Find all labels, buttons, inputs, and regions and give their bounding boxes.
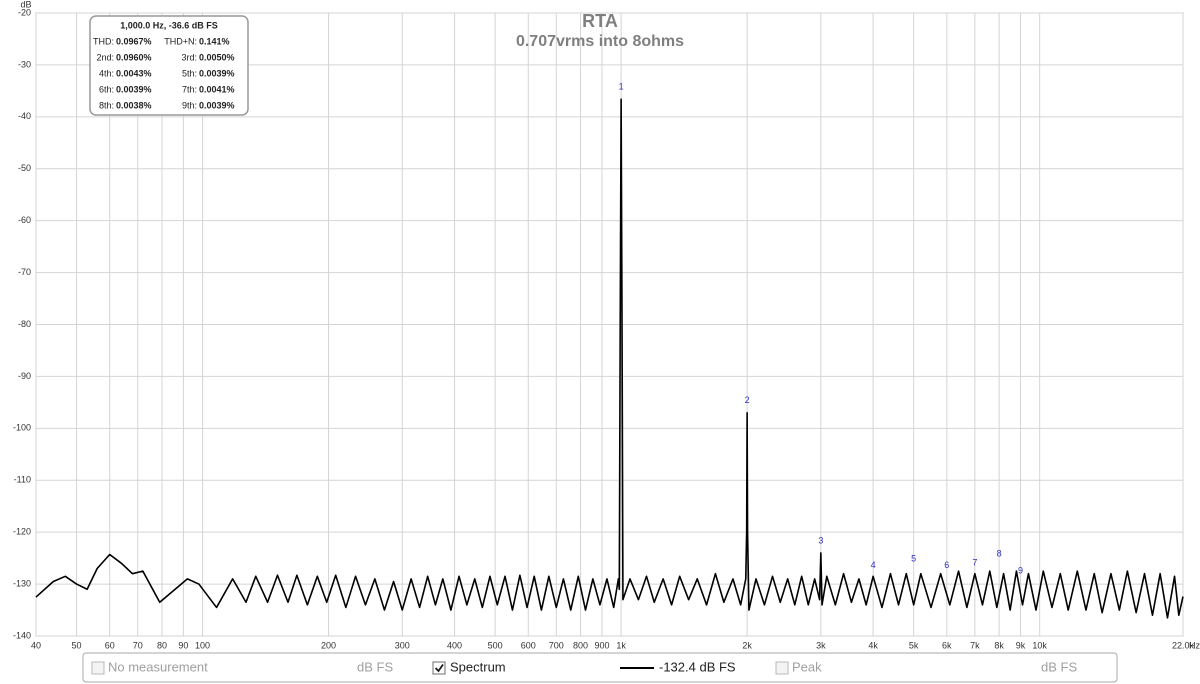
x-tick-label: 800 — [573, 640, 588, 650]
y-tick-label: -60 — [18, 215, 31, 225]
y-tick-label: -100 — [13, 423, 31, 433]
control-unit: dB FS — [1041, 659, 1077, 674]
y-tick-label: -90 — [18, 371, 31, 381]
stat-value: 0.141% — [199, 36, 230, 46]
y-tick-label: -50 — [18, 163, 31, 173]
x-tick-label: 300 — [395, 640, 410, 650]
stat-label: 6th: — [99, 84, 114, 94]
y-tick-label: -120 — [13, 527, 31, 537]
checkbox[interactable] — [91, 661, 105, 675]
check-mark — [434, 663, 444, 673]
x-tick-label: 100 — [195, 640, 210, 650]
checkbox[interactable] — [775, 661, 789, 675]
control-label: No measurement — [108, 659, 208, 674]
control-label: Peak — [792, 659, 822, 674]
harmonic-label: 2 — [745, 395, 750, 405]
spectrum-line — [35, 98, 1184, 619]
x-tick-label: 600 — [521, 640, 536, 650]
x-tick-label: 80 — [157, 640, 167, 650]
stat-value: 0.0038% — [116, 100, 152, 110]
stat-label: 7th: — [182, 84, 197, 94]
stat-label: 8th: — [99, 100, 114, 110]
stat-value: 0.0039% — [199, 100, 235, 110]
x-tick-label: 90 — [178, 640, 188, 650]
stats-rows: THD: 0.0967% THD+N: 0.141%2nd: 0.0960% 3rd: 0.… — [93, 36, 235, 110]
stat-label: THD+N: — [164, 36, 197, 46]
harmonic-label: 9 — [1018, 565, 1023, 575]
x-tick-label: 60 — [105, 640, 115, 650]
x-tick-label: 4k — [868, 640, 878, 650]
x-tick-label: 10k — [1032, 640, 1047, 650]
x-tick-label: 40 — [31, 640, 41, 650]
stats-frame — [89, 15, 249, 116]
stat-label: 2nd: — [96, 52, 114, 62]
x-tick-label: 2k — [742, 640, 752, 650]
chart-title: RTA — [582, 11, 618, 31]
spectrum-readout: -132.4 dB FS — [659, 659, 736, 674]
x-tick-label: 5k — [909, 640, 919, 650]
y-tick-label: -110 — [14, 475, 31, 485]
stat-value: 0.0041% — [199, 84, 235, 94]
stat-label: 9th: — [182, 100, 197, 110]
x-tick-label: 400 — [447, 640, 462, 650]
y-tick-label: -80 — [18, 319, 31, 329]
stat-value: 0.0039% — [199, 68, 235, 78]
x-tick-label: 22.0k — [1172, 640, 1195, 650]
stat-value: 0.0960% — [116, 52, 152, 62]
harmonic-label: 3 — [818, 535, 823, 545]
control-frame — [82, 652, 1118, 683]
stat-label: 3rd: — [181, 52, 197, 62]
harmonic-label: 5 — [911, 553, 916, 563]
legend-label: Spectrum — [450, 659, 506, 674]
harmonic-label: 8 — [997, 548, 1002, 558]
x-tick-label: 900 — [594, 640, 609, 650]
y-tick-label: -30 — [18, 59, 31, 69]
grid — [35, 12, 1184, 637]
x-tick-label: 8k — [994, 640, 1004, 650]
chart-subtitle: 0.707vrms into 8ohms — [516, 33, 684, 50]
stats-box: 1,000.0 Hz, -36.6 dB FS THD: 0.0967% THD+N… — [89, 15, 249, 116]
y-tick-label: -130 — [13, 578, 31, 588]
spectrum-layer — [35, 98, 1184, 619]
x-tick-label: 7k — [970, 640, 980, 650]
harmonic-label: 7 — [972, 558, 977, 568]
x-tick-label: 6k — [942, 640, 952, 650]
x-tick-label: 700 — [549, 640, 564, 650]
stat-label: 4th: — [99, 68, 114, 78]
y-axis-label: dB — [20, 0, 31, 9]
harmonic-label: 1 — [619, 82, 624, 92]
stats-header: 1,000.0 Hz, -36.6 dB FS — [120, 20, 218, 30]
harmonic-label: 4 — [871, 560, 876, 570]
control-bar: No measurement dB FS Spectrum -132.4 dB … — [82, 652, 1118, 683]
y-tick-label: -40 — [18, 111, 31, 121]
stat-value: 0.0043% — [116, 68, 152, 78]
x-tick-label: 50 — [72, 640, 82, 650]
stat-label: THD: — [93, 36, 114, 46]
x-tick-label: 9k — [1016, 640, 1026, 650]
checkbox[interactable] — [432, 661, 446, 675]
y-tick-label: -140 — [13, 630, 31, 640]
stat-value: 0.0039% — [116, 84, 152, 94]
harmonic-label: 6 — [944, 560, 949, 570]
x-tick-label: 500 — [488, 640, 503, 650]
y-tick-label: -70 — [18, 267, 31, 277]
x-tick-label: 1k — [616, 640, 626, 650]
stat-value: 0.0967% — [116, 36, 152, 46]
stat-value: 0.0050% — [199, 52, 235, 62]
y-tick-label: -20 — [18, 7, 31, 17]
stat-label: 5th: — [182, 68, 197, 78]
harmonic-markers: 1 2 3 4 5 6 7 8 9 — [619, 82, 1023, 576]
x-axis-label: Hz — [1189, 640, 1200, 650]
x-tick-label: 200 — [321, 640, 336, 650]
x-tick-label: 3k — [816, 640, 826, 650]
control-unit: dB FS — [357, 659, 393, 674]
x-tick-label: 70 — [133, 640, 143, 650]
